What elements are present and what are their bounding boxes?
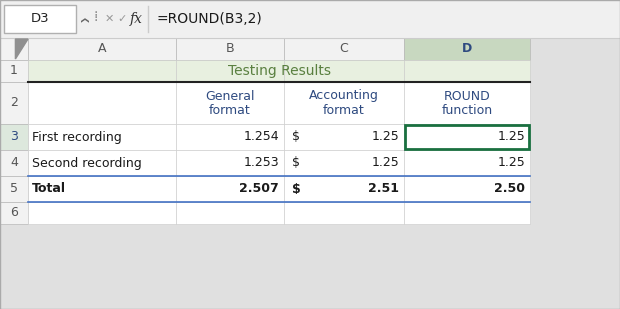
Bar	[28, 124, 176, 150]
Text: 2.50: 2.50	[494, 183, 525, 196]
Bar	[176, 82, 284, 124]
Text: format: format	[209, 104, 251, 116]
Text: 1.25: 1.25	[371, 130, 399, 143]
Bar	[0, 124, 28, 150]
Text: A: A	[98, 43, 106, 56]
Text: 5: 5	[10, 183, 18, 196]
Bar	[284, 176, 404, 202]
Bar	[176, 150, 284, 176]
Bar	[28, 60, 176, 82]
Bar	[404, 82, 530, 124]
Bar	[0, 202, 28, 224]
Text: C: C	[340, 43, 348, 56]
Text: 3: 3	[10, 130, 18, 143]
Bar	[4, 5, 76, 33]
Text: ❯: ❯	[79, 15, 89, 23]
Bar	[284, 124, 404, 150]
Bar	[404, 176, 530, 202]
Text: ✕: ✕	[104, 14, 113, 24]
Text: $: $	[292, 130, 300, 143]
Text: 1.25: 1.25	[497, 130, 525, 143]
Bar	[284, 60, 404, 82]
Text: 4: 4	[10, 156, 18, 170]
Text: Second recording: Second recording	[32, 156, 142, 170]
Text: D: D	[462, 43, 472, 56]
Bar	[0, 0, 620, 38]
Bar	[404, 124, 530, 150]
Bar	[0, 38, 28, 60]
Bar	[28, 38, 176, 60]
Text: $: $	[292, 156, 300, 170]
Bar	[28, 82, 176, 124]
Text: 1.254: 1.254	[244, 130, 279, 143]
Text: D3: D3	[30, 12, 50, 26]
Bar	[28, 150, 176, 176]
Bar	[176, 124, 284, 150]
Text: Testing Results: Testing Results	[228, 64, 330, 78]
Text: B: B	[226, 43, 234, 56]
Bar	[0, 60, 28, 82]
Bar	[0, 150, 28, 176]
Bar	[0, 176, 28, 202]
Text: 1.25: 1.25	[371, 156, 399, 170]
Bar	[28, 176, 176, 202]
Bar	[404, 38, 530, 60]
Text: =ROUND(B3,2): =ROUND(B3,2)	[156, 12, 262, 26]
Bar	[176, 202, 284, 224]
Bar	[284, 150, 404, 176]
Text: 1.25: 1.25	[497, 156, 525, 170]
Text: Total: Total	[32, 183, 66, 196]
Text: ROUND: ROUND	[444, 90, 490, 103]
Text: $: $	[292, 183, 301, 196]
Text: General: General	[205, 90, 255, 103]
Polygon shape	[16, 39, 28, 59]
Bar	[404, 60, 530, 82]
Text: ⁞: ⁞	[94, 10, 98, 24]
Text: 1: 1	[10, 65, 18, 78]
Bar	[404, 150, 530, 176]
Bar	[0, 82, 28, 124]
Bar	[284, 202, 404, 224]
Text: function: function	[441, 104, 492, 116]
Bar	[404, 202, 530, 224]
Text: ✓: ✓	[117, 14, 126, 24]
Text: fx: fx	[130, 12, 143, 26]
Bar	[405, 125, 529, 149]
Text: 6: 6	[10, 206, 18, 219]
Bar	[284, 82, 404, 124]
Text: 1.253: 1.253	[244, 156, 279, 170]
Bar	[176, 176, 284, 202]
Text: 2.507: 2.507	[239, 183, 279, 196]
Bar	[176, 38, 284, 60]
Text: format: format	[323, 104, 365, 116]
Text: First recording: First recording	[32, 130, 122, 143]
Bar	[0, 38, 530, 224]
Bar	[284, 38, 404, 60]
Text: Accounting: Accounting	[309, 90, 379, 103]
Bar	[176, 60, 284, 82]
Text: 2: 2	[10, 96, 18, 109]
Text: 2.51: 2.51	[368, 183, 399, 196]
Bar	[28, 202, 176, 224]
